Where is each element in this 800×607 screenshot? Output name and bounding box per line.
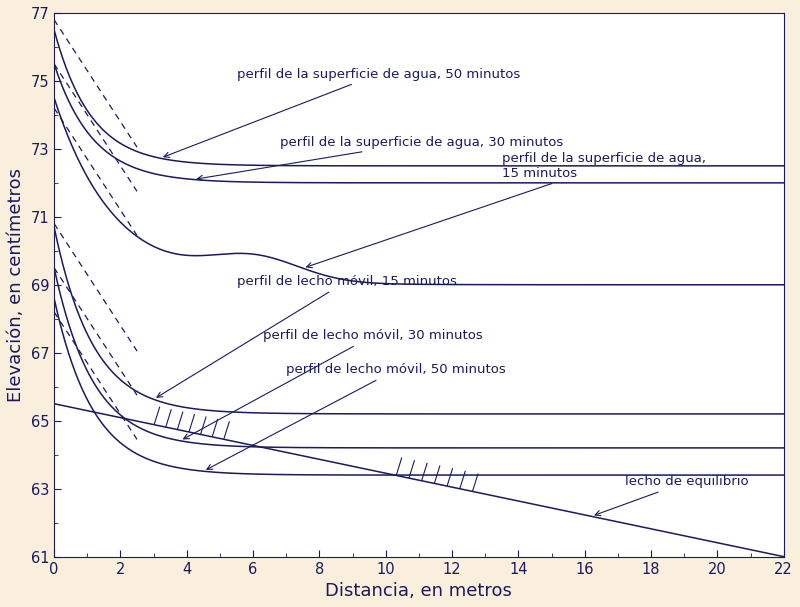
Text: perfil de lecho móvil, 50 minutos: perfil de lecho móvil, 50 minutos — [207, 363, 506, 469]
Text: perfil de la superficie de agua, 50 minutos: perfil de la superficie de agua, 50 minu… — [164, 67, 520, 157]
Text: perfil de la superficie de agua,
15 minutos: perfil de la superficie de agua, 15 minu… — [306, 152, 706, 268]
Y-axis label: Elevación, en centímetros: Elevación, en centímetros — [7, 168, 25, 402]
Text: lecho de equilibrio: lecho de equilibrio — [595, 475, 748, 515]
Text: perfil de lecho móvil, 30 minutos: perfil de lecho móvil, 30 minutos — [184, 329, 482, 439]
X-axis label: Distancia, en metros: Distancia, en metros — [326, 582, 512, 600]
Text: perfil de la superficie de agua, 30 minutos: perfil de la superficie de agua, 30 minu… — [198, 135, 563, 181]
Text: perfil de lecho móvil, 15 minutos: perfil de lecho móvil, 15 minutos — [157, 275, 456, 397]
